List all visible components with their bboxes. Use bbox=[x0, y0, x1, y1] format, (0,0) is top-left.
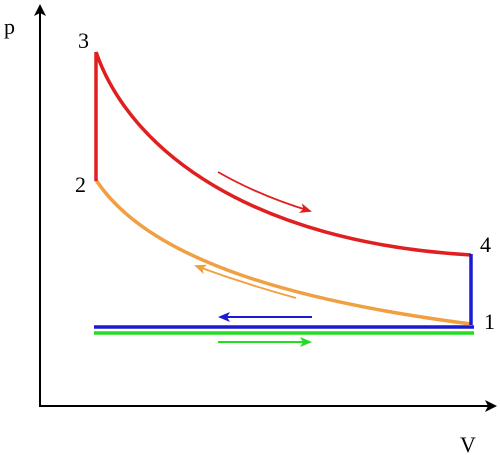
state-label: 2 bbox=[75, 172, 86, 197]
expansion-curve bbox=[94, 51, 472, 257]
compression-arrow bbox=[194, 264, 297, 299]
state-label: 1 bbox=[484, 309, 495, 334]
expansion-arrow bbox=[217, 171, 312, 213]
state-label: 4 bbox=[480, 232, 491, 257]
state-label: 3 bbox=[78, 28, 89, 53]
y-axis-label: p bbox=[4, 14, 15, 39]
compression-curve bbox=[94, 179, 472, 326]
x-axis-label: V bbox=[460, 432, 476, 455]
